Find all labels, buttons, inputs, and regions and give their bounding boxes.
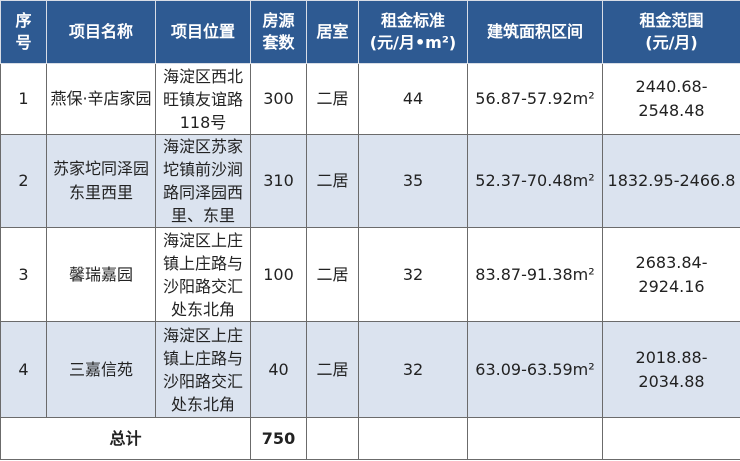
header-seq: 序号 (0, 0, 47, 64)
cell-rent-range: 2683.84-2924.16 (602, 227, 740, 322)
cell-location: 海淀区上庄镇上庄路与沙阳路交汇处东北角 (155, 227, 251, 322)
cell-area: 63.09-63.59m² (467, 321, 603, 418)
cell-rent-standard: 32 (358, 227, 468, 322)
cell-rooms: 二居 (306, 63, 359, 135)
header-units: 房源套数 (250, 0, 307, 64)
empty-cell (358, 417, 468, 460)
cell-units: 310 (250, 134, 307, 228)
cell-rent-range: 2018.88-2034.88 (602, 321, 740, 418)
header-area: 建筑面积区间 (467, 0, 603, 64)
cell-units: 300 (250, 63, 307, 135)
cell-seq: 2 (0, 134, 47, 228)
header-row: 序号 项目名称 项目位置 房源套数 居室 租金标准 (元/月•m²) 建筑面积区间… (0, 0, 740, 64)
cell-area: 83.87-91.38m² (467, 227, 603, 322)
header-rooms: 居室 (306, 0, 359, 64)
cell-rent-range: 1832.95-2466.8 (602, 134, 740, 228)
cell-rooms: 二居 (306, 227, 359, 322)
header-rent-standard: 租金标准 (元/月•m²) (358, 0, 468, 64)
cell-name: 三嘉信苑 (46, 321, 156, 418)
cell-seq: 3 (0, 227, 47, 322)
cell-name: 馨瑞嘉园 (46, 227, 156, 322)
total-units: 750 (250, 417, 307, 460)
total-row: 总计 750 (0, 417, 740, 460)
cell-rent-standard: 32 (358, 321, 468, 418)
cell-seq: 4 (0, 321, 47, 418)
cell-location: 海淀区上庄镇上庄路与沙阳路交汇处东北角 (155, 321, 251, 418)
empty-cell (467, 417, 603, 460)
cell-units: 40 (250, 321, 307, 418)
table-row: 4 三嘉信苑 海淀区上庄镇上庄路与沙阳路交汇处东北角 40 二居 32 63.0… (0, 321, 740, 418)
empty-cell (602, 417, 740, 460)
cell-rent-range: 2440.68-2548.48 (602, 63, 740, 135)
header-rent-range: 租金范围 (元/月) (602, 0, 740, 64)
cell-rooms: 二居 (306, 321, 359, 418)
table-row: 3 馨瑞嘉园 海淀区上庄镇上庄路与沙阳路交汇处东北角 100 二居 32 83.… (0, 227, 740, 322)
header-name: 项目名称 (46, 0, 156, 64)
cell-location: 海淀区苏家坨镇前沙涧路同泽园西里、东里 (155, 134, 251, 228)
cell-units: 100 (250, 227, 307, 322)
cell-name: 苏家坨同泽园东里西里 (46, 134, 156, 228)
cell-location: 海淀区西北旺镇友谊路118号 (155, 63, 251, 135)
empty-cell (306, 417, 359, 460)
cell-rent-standard: 35 (358, 134, 468, 228)
cell-rooms: 二居 (306, 134, 359, 228)
table-row: 1 燕保·辛店家园 海淀区西北旺镇友谊路118号 300 二居 44 56.87… (0, 63, 740, 135)
cell-area: 56.87-57.92m² (467, 63, 603, 135)
cell-rent-standard: 44 (358, 63, 468, 135)
table-row: 2 苏家坨同泽园东里西里 海淀区苏家坨镇前沙涧路同泽园西里、东里 310 二居 … (0, 134, 740, 228)
cell-seq: 1 (0, 63, 47, 135)
header-location: 项目位置 (155, 0, 251, 64)
cell-area: 52.37-70.48m² (467, 134, 603, 228)
cell-name: 燕保·辛店家园 (46, 63, 156, 135)
total-label: 总计 (0, 417, 251, 460)
